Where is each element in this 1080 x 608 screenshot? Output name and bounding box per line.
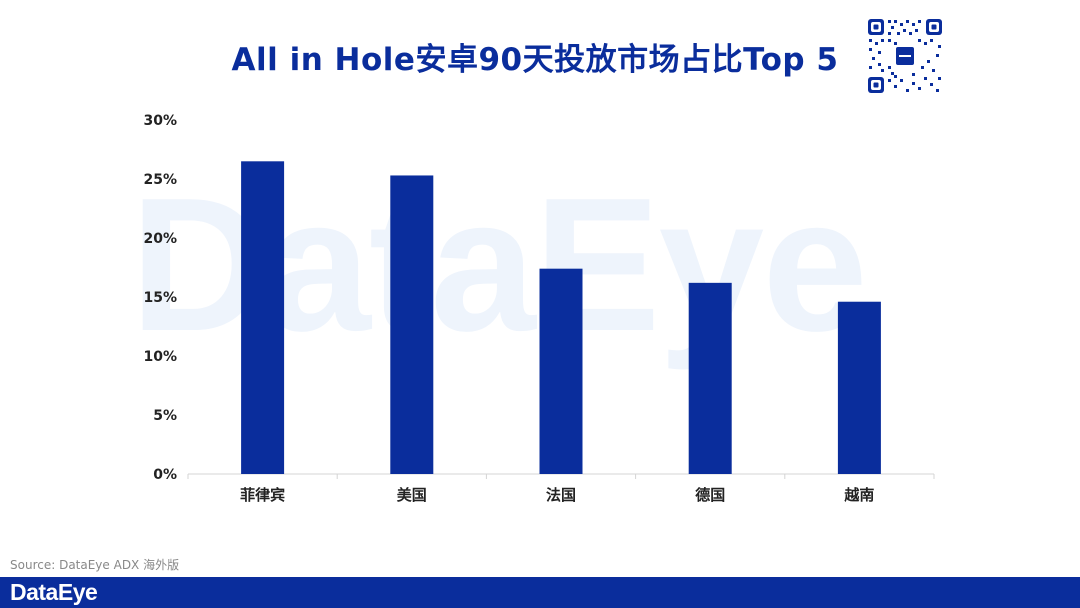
y-tick-label: 25% <box>143 172 177 188</box>
y-tick-label: 30% <box>143 113 177 129</box>
bar-2 <box>390 175 434 474</box>
x-axis-labels: 菲律宾 美国 法国 德国 越南 <box>240 486 874 504</box>
bar-1 <box>241 161 285 475</box>
x-tick-label: 法国 <box>546 486 576 504</box>
y-tick-label: 10% <box>143 349 177 365</box>
y-tick-label: 15% <box>143 290 177 306</box>
y-tick-label: 5% <box>153 408 177 424</box>
bars-group <box>241 161 881 475</box>
x-tick-label: 美国 <box>397 486 427 504</box>
y-tick-label: 20% <box>143 231 177 247</box>
y-axis-ticks: 0% 5% 10% 15% 20% 25% 30% <box>143 113 177 483</box>
x-tick-label: 菲律宾 <box>240 486 285 504</box>
chart-title: All in Hole安卓90天投放市场占比Top 5 <box>231 42 839 78</box>
bar-4 <box>688 282 732 474</box>
footer-bar: DataEye <box>0 577 1080 608</box>
source-note: Source: DataEye ADX 海外版 <box>10 558 180 572</box>
x-tick-label: 德国 <box>695 486 725 504</box>
x-tick-label: 越南 <box>843 486 874 504</box>
y-tick-label: 0% <box>153 467 177 483</box>
footer-logo: DataEye <box>10 579 98 605</box>
bar-5 <box>837 301 881 474</box>
qr-code-icon <box>866 17 944 95</box>
x-axis-tick-marks <box>187 474 935 479</box>
bar-3 <box>539 268 583 474</box>
